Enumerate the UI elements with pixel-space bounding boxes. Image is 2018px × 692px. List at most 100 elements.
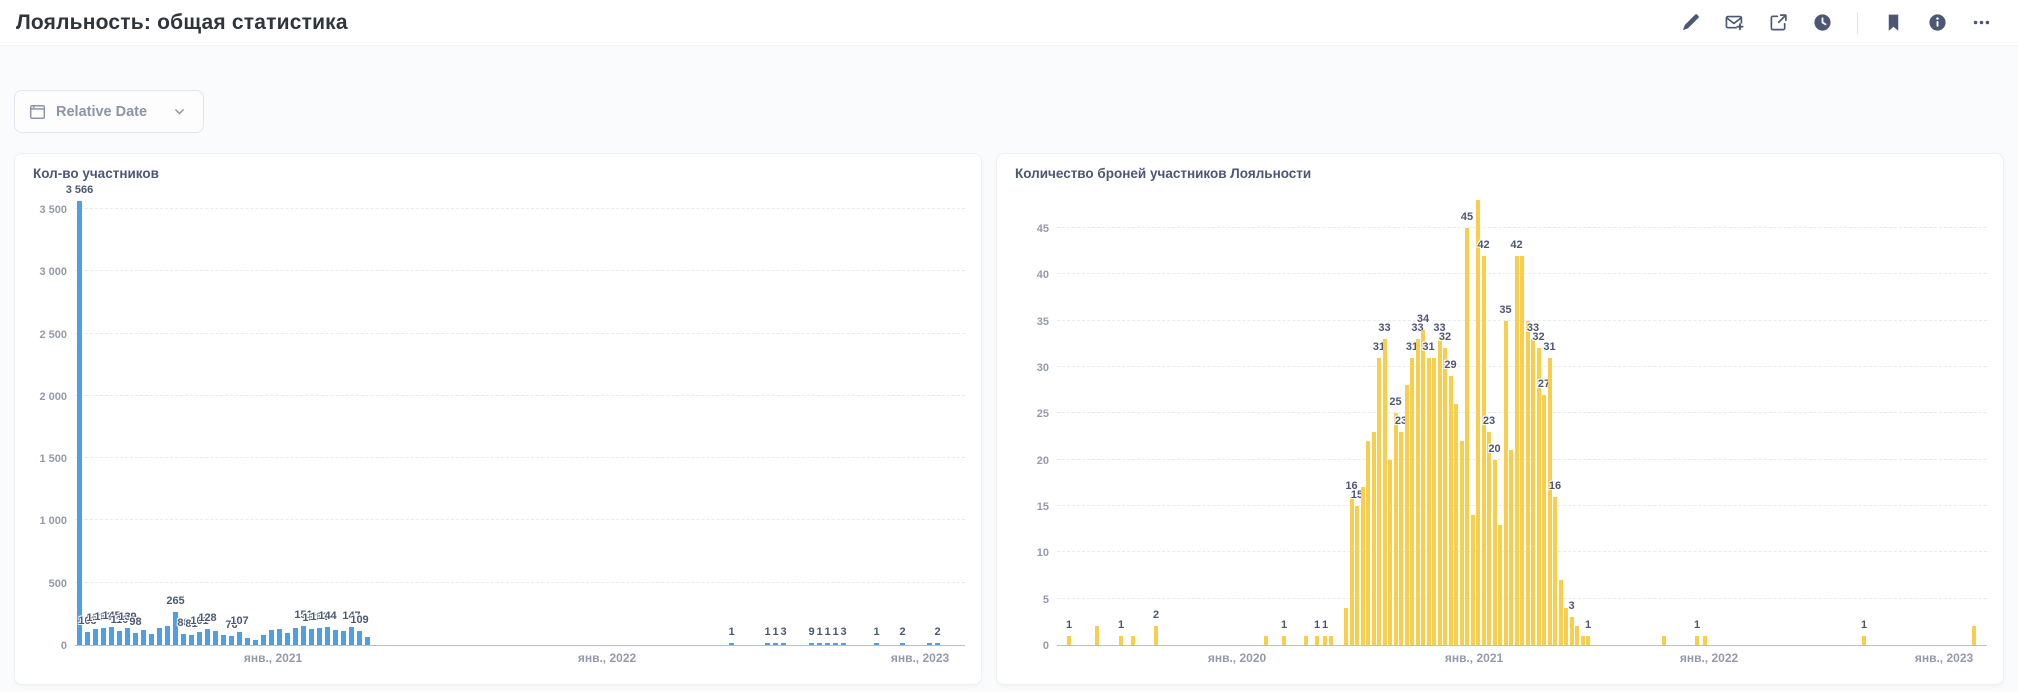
bar[interactable] bbox=[149, 633, 154, 645]
bar[interactable] bbox=[1536, 348, 1541, 645]
bar[interactable] bbox=[1437, 339, 1442, 645]
bar[interactable] bbox=[781, 643, 786, 645]
bar[interactable] bbox=[1580, 635, 1585, 645]
bar[interactable] bbox=[237, 631, 242, 645]
bar[interactable] bbox=[1862, 635, 1866, 645]
bar[interactable] bbox=[1487, 431, 1491, 645]
bar[interactable] bbox=[841, 643, 846, 645]
bar[interactable] bbox=[229, 635, 234, 645]
bookmark-button[interactable] bbox=[1876, 8, 1910, 38]
bar[interactable] bbox=[1454, 403, 1458, 645]
bar[interactable] bbox=[269, 630, 274, 645]
bar[interactable] bbox=[93, 628, 98, 645]
bar[interactable] bbox=[765, 643, 770, 645]
bar[interactable] bbox=[77, 200, 82, 645]
bar[interactable] bbox=[1586, 635, 1590, 645]
bar[interactable] bbox=[833, 643, 838, 645]
bar[interactable] bbox=[1415, 339, 1420, 645]
bar[interactable] bbox=[197, 632, 202, 645]
bar[interactable] bbox=[365, 637, 370, 645]
bar[interactable] bbox=[165, 625, 170, 645]
bar[interactable] bbox=[1344, 607, 1348, 645]
bar[interactable] bbox=[341, 631, 346, 645]
bar[interactable] bbox=[1448, 376, 1453, 645]
bar[interactable] bbox=[1421, 329, 1425, 645]
more-button[interactable] bbox=[1964, 8, 1998, 38]
bar[interactable] bbox=[935, 643, 940, 645]
bar[interactable] bbox=[1329, 635, 1333, 645]
bar[interactable] bbox=[1131, 635, 1135, 645]
bar[interactable] bbox=[1349, 496, 1354, 645]
bar[interactable] bbox=[1304, 635, 1308, 645]
relative-date-filter[interactable]: Relative Date bbox=[14, 90, 204, 133]
bar[interactable] bbox=[357, 631, 362, 645]
bar[interactable] bbox=[309, 628, 314, 645]
bar[interactable] bbox=[1542, 394, 1546, 645]
bar[interactable] bbox=[189, 634, 194, 645]
bar[interactable] bbox=[1703, 635, 1707, 645]
bar[interactable] bbox=[825, 643, 830, 645]
bar[interactable] bbox=[1388, 459, 1392, 645]
bar[interactable] bbox=[285, 633, 290, 645]
bar[interactable] bbox=[729, 643, 734, 645]
bar[interactable] bbox=[133, 632, 138, 645]
bar[interactable] bbox=[1459, 441, 1464, 645]
bar[interactable] bbox=[1154, 626, 1158, 645]
bar[interactable] bbox=[1547, 357, 1552, 645]
bar[interactable] bbox=[1404, 385, 1409, 645]
bar[interactable] bbox=[1553, 496, 1557, 645]
bar[interactable] bbox=[1119, 635, 1123, 645]
bar[interactable] bbox=[900, 643, 905, 645]
bar[interactable] bbox=[1531, 339, 1535, 645]
bar[interactable] bbox=[1525, 320, 1530, 645]
bar[interactable] bbox=[1360, 487, 1365, 645]
bar[interactable] bbox=[325, 627, 330, 645]
bar[interactable] bbox=[1481, 255, 1486, 645]
bar[interactable] bbox=[301, 626, 306, 645]
bar[interactable] bbox=[261, 634, 266, 645]
bar[interactable] bbox=[1355, 505, 1359, 645]
bar[interactable] bbox=[1509, 450, 1513, 645]
bar[interactable] bbox=[874, 643, 879, 645]
bar[interactable] bbox=[205, 629, 210, 645]
bar[interactable] bbox=[253, 639, 258, 645]
bar[interactable] bbox=[221, 634, 226, 645]
bar[interactable] bbox=[85, 632, 90, 645]
bar[interactable] bbox=[349, 626, 354, 645]
bar[interactable] bbox=[1315, 635, 1319, 645]
bar[interactable] bbox=[1662, 635, 1666, 645]
bar[interactable] bbox=[1366, 441, 1370, 645]
bar[interactable] bbox=[1503, 320, 1508, 645]
bar[interactable] bbox=[1514, 255, 1519, 645]
bar[interactable] bbox=[1470, 515, 1475, 645]
bar[interactable] bbox=[1264, 635, 1268, 645]
bar[interactable] bbox=[1399, 431, 1403, 645]
bar[interactable] bbox=[927, 643, 932, 645]
bar[interactable] bbox=[1067, 635, 1071, 645]
bar[interactable] bbox=[117, 631, 122, 645]
bar[interactable] bbox=[277, 629, 282, 645]
bar[interactable] bbox=[1569, 617, 1574, 645]
bar[interactable] bbox=[125, 627, 130, 645]
bar[interactable] bbox=[109, 626, 114, 645]
bar[interactable] bbox=[1323, 635, 1327, 645]
bar[interactable] bbox=[293, 627, 298, 645]
bar[interactable] bbox=[1426, 357, 1431, 645]
bar[interactable] bbox=[101, 628, 106, 645]
bar[interactable] bbox=[1695, 635, 1699, 645]
info-button[interactable] bbox=[1920, 8, 1954, 38]
bar[interactable] bbox=[1465, 227, 1469, 645]
bar[interactable] bbox=[245, 637, 250, 645]
bar[interactable] bbox=[1443, 348, 1447, 645]
bar[interactable] bbox=[817, 643, 822, 645]
bar[interactable] bbox=[1377, 357, 1381, 645]
bar[interactable] bbox=[1282, 635, 1286, 645]
bar[interactable] bbox=[1492, 459, 1497, 645]
bar[interactable] bbox=[333, 629, 338, 645]
edit-button[interactable] bbox=[1673, 8, 1707, 38]
history-button[interactable] bbox=[1805, 8, 1839, 38]
bar[interactable] bbox=[1498, 524, 1502, 645]
bar[interactable] bbox=[213, 631, 218, 645]
bar[interactable] bbox=[181, 634, 186, 645]
bar[interactable] bbox=[773, 643, 778, 645]
